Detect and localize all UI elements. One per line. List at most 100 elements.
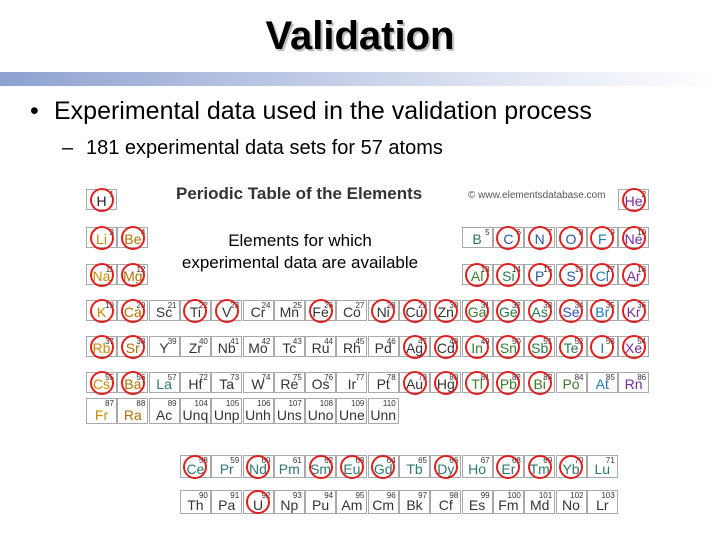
element-cell-lr: 103 Lr: [586, 490, 618, 514]
atomic-number: 88: [136, 399, 146, 408]
element-symbol: Nd: [249, 461, 267, 477]
element-symbol: Cm: [372, 497, 395, 513]
element-symbol: Unn: [370, 407, 397, 423]
element-cell-at: 85 At: [586, 372, 618, 393]
element-cell-si: 14 Si: [492, 262, 524, 287]
element-cell-cl: 17 Cl: [586, 262, 618, 287]
atomic-number: 85: [605, 373, 615, 382]
atomic-number: 92: [261, 491, 271, 500]
element-symbol: V: [222, 304, 232, 320]
element-symbol: Hg: [436, 376, 455, 392]
element-cell-ac: 89 Ac: [148, 398, 180, 424]
atomic-number: 14: [511, 265, 521, 274]
atomic-number: 36: [637, 301, 647, 310]
element-cell-mo: 42 Mo: [242, 336, 274, 357]
atomic-number: 105: [225, 399, 240, 408]
atomic-number: 76: [324, 373, 334, 382]
element-cell-unn: 110 Unn: [367, 398, 399, 424]
element-cell-pu: 94 Pu: [305, 490, 337, 514]
atomic-number: 94: [324, 491, 334, 500]
element-symbol: Ge: [499, 304, 518, 320]
atomic-number: 72: [198, 373, 208, 382]
element-cell-cr: 24 Cr: [242, 300, 274, 321]
element-cell-sc: 21 Sc: [148, 300, 180, 321]
element-symbol: Si: [502, 268, 515, 284]
element-cell-es: 99 Es: [461, 490, 493, 514]
atomic-number: 101: [538, 491, 553, 500]
atomic-number: 29: [418, 301, 427, 310]
atomic-number: 77: [355, 373, 365, 382]
element-symbol: Xe: [625, 340, 643, 356]
atomic-number: 102: [570, 491, 584, 500]
periodic-table-credit: © www.elementsdatabase.com: [468, 190, 606, 201]
atomic-number: 108: [319, 399, 334, 408]
atomic-number: 75: [292, 373, 302, 382]
element-symbol: Unh: [245, 407, 271, 423]
element-cell-k: 19 K: [86, 298, 117, 323]
element-symbol: W: [251, 376, 265, 392]
element-cell-er: 68 Er: [492, 454, 524, 479]
element-symbol: Ca: [123, 304, 142, 320]
element-symbol: Th: [187, 497, 204, 513]
atomic-number: 5: [485, 228, 490, 237]
element-symbol: Pb: [499, 376, 517, 392]
element-symbol: Bi: [533, 376, 546, 392]
title-underline-bar: [0, 72, 720, 86]
element-symbol: Cu: [405, 304, 424, 320]
element-cell-gd: 64 Gd: [367, 454, 399, 479]
element-cell-unh: 106 Unh: [242, 398, 274, 424]
atomic-number: 73: [230, 373, 240, 382]
element-cell-na: 11 Na: [86, 262, 117, 287]
atomic-number: 99: [480, 491, 490, 500]
element-cell-tb: 65 Tb: [399, 455, 430, 478]
element-cell-u: 92 U: [242, 490, 274, 514]
element-symbol: Dy: [437, 461, 455, 477]
element-symbol: Tm: [529, 461, 550, 477]
atomic-number: 23: [230, 301, 240, 310]
element-cell-br: 35 Br: [586, 298, 618, 323]
atomic-number: 52: [574, 337, 584, 346]
element-symbol: Bk: [406, 497, 423, 513]
element-cell-ne: 10 Ne: [618, 225, 650, 250]
element-cell-lu: 71 Lu: [586, 455, 618, 478]
element-cell-be: 4 Be: [117, 225, 149, 250]
element-cell-as: 33 As: [524, 298, 556, 323]
element-symbol: Rn: [624, 376, 643, 392]
element-symbol: Sr: [125, 340, 140, 356]
element-symbol: K: [96, 304, 107, 320]
atomic-number: 33: [543, 301, 553, 310]
element-symbol: Ag: [405, 340, 424, 356]
atomic-number: 30: [449, 301, 459, 310]
atomic-number: 11: [105, 265, 114, 274]
element-symbol: Os: [311, 376, 330, 392]
element-cell-fe: 26 Fe: [305, 298, 337, 323]
atomic-number: 40: [198, 337, 208, 346]
element-symbol: Tl: [471, 376, 483, 392]
sub-bullet-text: 181 experimental data sets for 57 atoms: [86, 137, 443, 159]
element-symbol: Md: [529, 497, 550, 513]
sub-bullet-marker: –: [62, 137, 74, 159]
element-cell-bi: 83 Bi: [524, 370, 556, 395]
element-cell-w: 74 W: [242, 372, 274, 393]
element-symbol: Tc: [282, 340, 297, 356]
atomic-number: 47: [418, 337, 427, 346]
atomic-number: 55: [105, 373, 114, 382]
element-cell-yb: 70 Yb: [555, 454, 587, 479]
element-cell-no: 102 No: [555, 490, 587, 514]
element-symbol: Uns: [276, 407, 302, 423]
element-cell-xe: 54 Xe: [618, 334, 650, 359]
element-cell-ru: 44 Ru: [305, 336, 337, 357]
element-symbol: Y: [159, 340, 169, 356]
atomic-number: 24: [261, 301, 271, 310]
atomic-number: 51: [543, 337, 553, 346]
element-cell-th: 90 Th: [179, 490, 211, 514]
element-cell-kr: 36 Kr: [618, 298, 650, 323]
element-cell-dy: 66 Dy: [430, 454, 462, 479]
atomic-number: 86: [637, 373, 647, 382]
atomic-number: 79: [418, 373, 427, 382]
element-cell-ga: 31 Ga: [461, 298, 493, 323]
atomic-number: 21: [167, 301, 177, 310]
atomic-number: 19: [105, 301, 114, 310]
